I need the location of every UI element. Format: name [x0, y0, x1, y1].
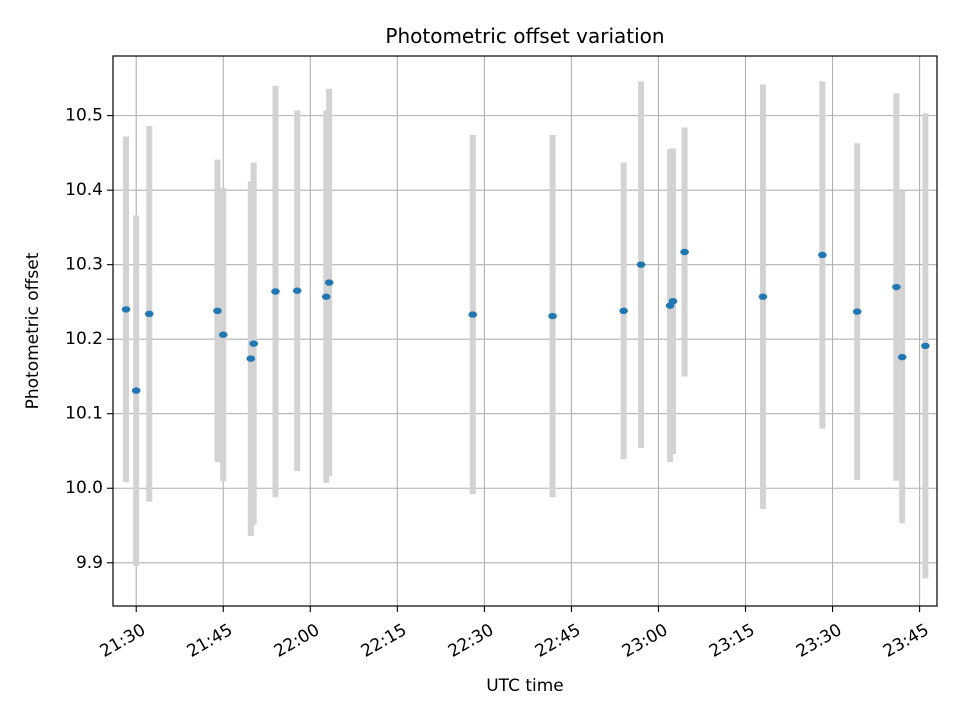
data-point [758, 293, 768, 300]
data-point [818, 251, 827, 259]
chart-title: Photometric offset variation [385, 24, 664, 48]
data-point [121, 306, 131, 313]
y-tick-label: 10.3 [65, 255, 103, 275]
data-point [218, 331, 228, 338]
data-point [619, 307, 628, 315]
y-tick-label: 10.0 [65, 478, 103, 498]
data-point [213, 307, 222, 315]
data-point [668, 297, 678, 305]
y-tick-label: 10.1 [65, 404, 103, 424]
data-points [121, 248, 930, 394]
plot-frame [112, 55, 938, 607]
y-axis-title: Photometric offset [23, 252, 43, 409]
data-point [144, 310, 154, 318]
data-point [249, 340, 259, 347]
data-point [246, 355, 256, 362]
y-tick-label: 10.4 [65, 180, 103, 200]
data-point [680, 248, 689, 256]
x-axis-title: UTC time [486, 676, 564, 696]
y-tick-label: 9.9 [76, 553, 103, 573]
data-point [468, 311, 478, 318]
y-tick-label: 10.2 [65, 329, 103, 349]
data-point [324, 279, 334, 286]
data-point [271, 288, 280, 295]
y-axis: 9.9 10.0 10.1 10.2 10.3 10.4 10.5 [65, 106, 113, 573]
data-point [131, 387, 141, 394]
data-point [892, 283, 901, 291]
data-point [292, 287, 302, 294]
data-point [636, 261, 646, 268]
data-point [321, 293, 331, 300]
y-tick-label: 10.5 [65, 106, 103, 126]
data-point [548, 312, 557, 320]
data-point [852, 308, 862, 315]
data-point [897, 353, 907, 361]
data-point [921, 342, 930, 350]
